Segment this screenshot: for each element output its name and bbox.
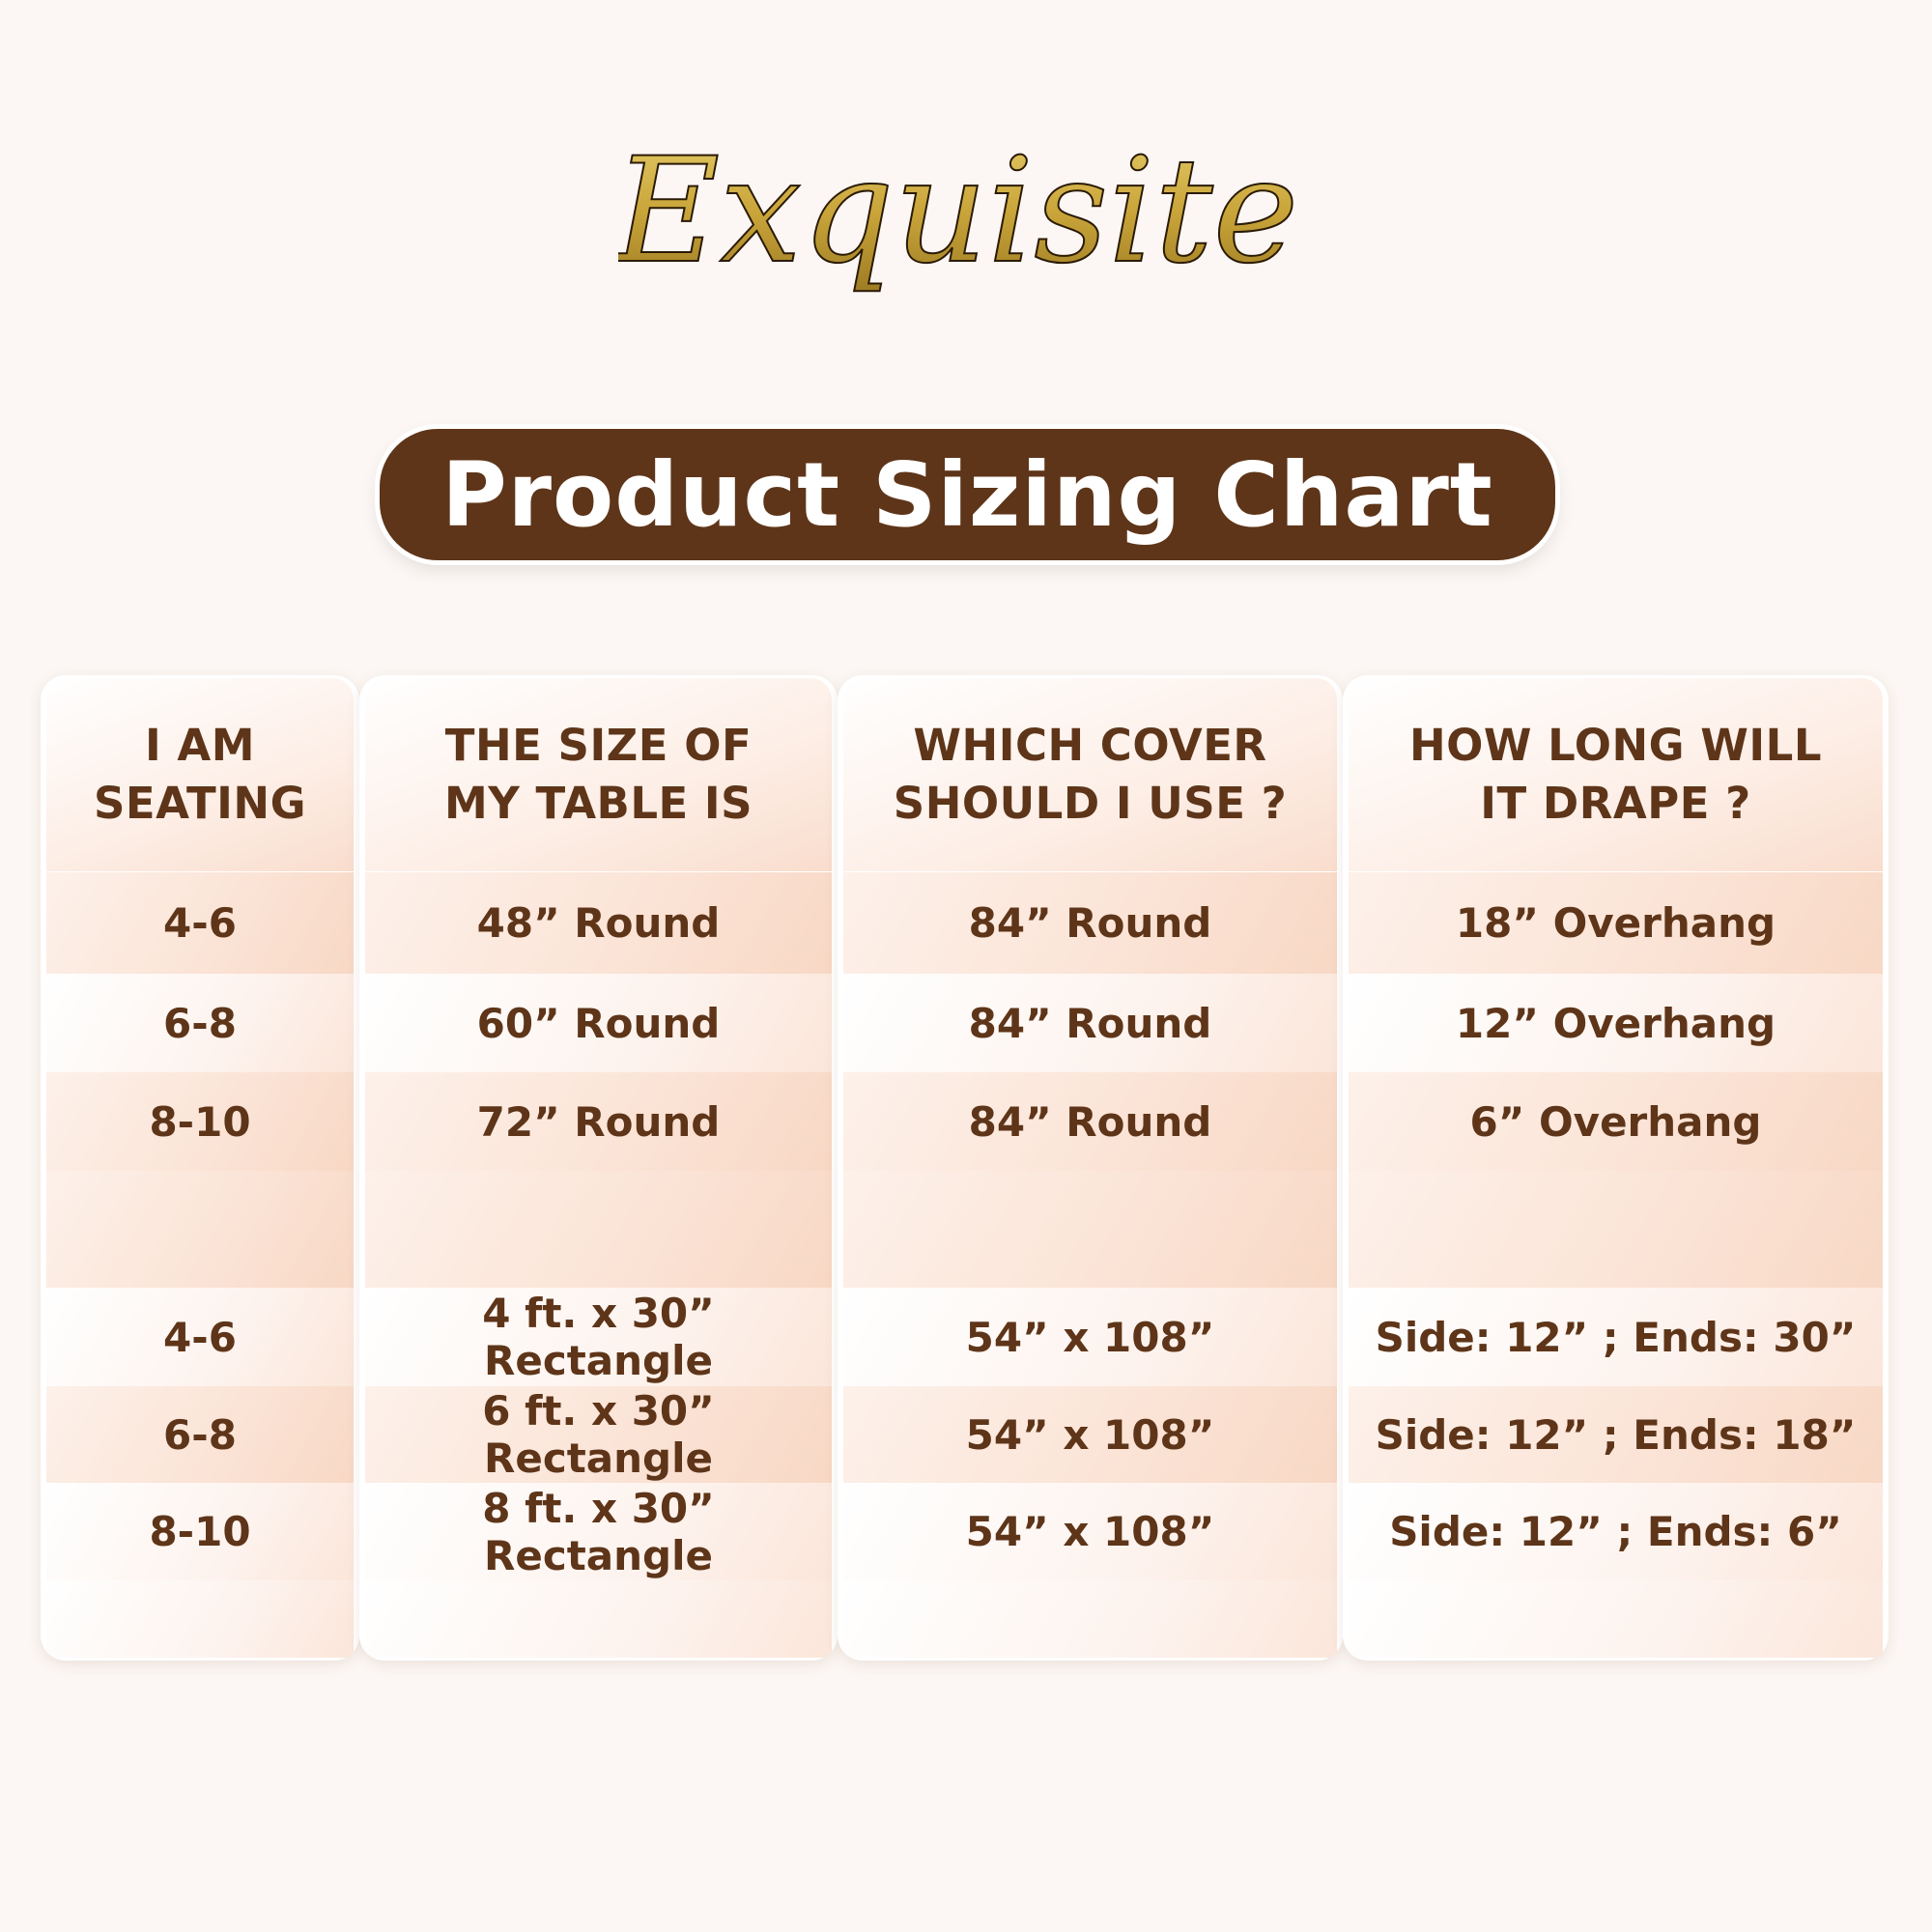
table-cell: 18” Overhang [1349,872,1883,974]
column-drape: HOW LONG WILL IT DRAPE ? 18” Overhang 12” O… [1343,675,1889,1661]
table-cell: 4-6 [46,1288,354,1386]
column-cover: WHICH COVER SHOULD I USE ? 84” Round 84” Ro… [838,675,1343,1661]
table-cell: Side: 12” ; Ends: 6” [1349,1483,1883,1580]
table-cell: 48” Round [365,872,832,974]
spacer-cell [843,1171,1337,1288]
table-cell: 8 ft. x 30” Rectangle [365,1483,832,1580]
table-cell: Side: 12” ; Ends: 18” [1349,1386,1883,1483]
column-header: THE SIZE OF MY TABLE IS [365,678,832,871]
header-line: HOW LONG WILL [1408,720,1823,771]
table-cell: 6 ft. x 30” Rectangle [365,1386,832,1483]
header-line: SEATING [93,778,307,829]
spacer-cell [365,1171,832,1288]
table-cell: 8-10 [46,1483,354,1580]
table-cell: 84” Round [843,1072,1337,1171]
svg-text:Exquisite: Exquisite [618,128,1294,296]
spacer-cell [365,1580,832,1658]
table-cell: 12” Overhang [1349,974,1883,1072]
table-cell: 6” Overhang [1349,1072,1883,1171]
table-cell: 54” x 108” [843,1288,1337,1386]
table-cell: Side: 12” ; Ends: 30” [1349,1288,1883,1386]
spacer-cell [46,1171,354,1288]
header-line: SHOULD I USE ? [893,778,1288,829]
column-seating: I AM SEATING 4-6 6-8 8-10 4-6 6-8 8-10 [41,675,359,1661]
table-cell: 72” Round [365,1072,832,1171]
table-cell: 6-8 [46,1386,354,1483]
spacer-cell [1349,1580,1883,1658]
table-cell: 6-8 [46,974,354,1072]
header-line: I AM [144,720,256,771]
header-line: MY TABLE IS [443,778,753,829]
spacer-cell [1349,1171,1883,1288]
spacer-cell [843,1580,1337,1658]
table-cell: 84” Round [843,872,1337,974]
table-cell: 4-6 [46,872,354,974]
exquisite-logo: Exquisite [618,127,1294,297]
table-cell: 60” Round [365,974,832,1072]
spacer-cell [46,1580,354,1658]
column-header: WHICH COVER SHOULD I USE ? [843,678,1337,871]
table-cell: 8-10 [46,1072,354,1171]
header-line: THE SIZE OF [444,720,753,771]
table-cell: 4 ft. x 30” Rectangle [365,1288,832,1386]
table-cell: 54” x 108” [843,1386,1337,1483]
header-line: IT DRAPE ? [1480,778,1751,829]
header-line: WHICH COVER [913,720,1267,771]
page-title: Product Sizing Chart [441,442,1493,547]
table-cell: 84” Round [843,974,1337,1072]
column-header: I AM SEATING [46,678,354,871]
column-header: HOW LONG WILL IT DRAPE ? [1349,678,1883,871]
title-banner: Product Sizing Chart [380,429,1555,560]
column-table-size: THE SIZE OF MY TABLE IS 48” Round 60” Round… [359,675,838,1661]
table-cell: 54” x 108” [843,1483,1337,1580]
